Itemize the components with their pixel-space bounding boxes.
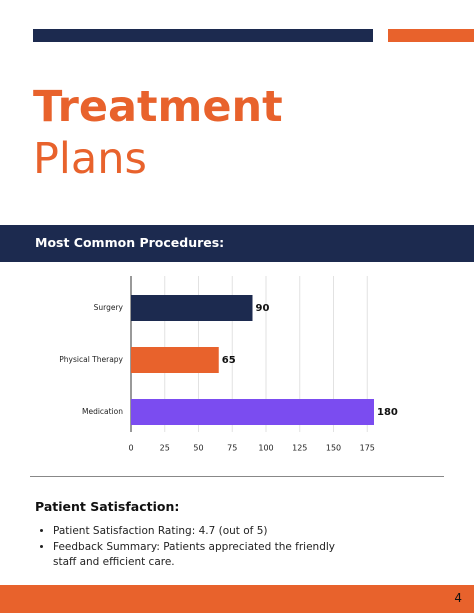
title-bold: Treatment [33,82,283,132]
value-label: 90 [256,303,270,314]
bullet: Patient Satisfaction Rating: 4.7 (out of… [53,524,353,540]
section-band: Most Common Procedures: [0,225,474,262]
x-tick-label: 25 [160,444,170,453]
bar [131,347,219,373]
chart: 0 25 50 75 100 125 150 175 Surgery 90 Physical The… [59,276,398,453]
section-title: Most Common Procedures: [35,235,225,250]
satisfaction-heading: Patient Satisfaction: [35,499,180,514]
divider [30,476,444,477]
footer-bar: 4 [0,585,474,613]
top-bar [33,29,373,42]
x-tick-label: 100 [258,444,273,453]
top-accent [388,29,474,42]
x-tick-label: 175 [360,444,375,453]
y-tick-label: Physical Therapy [59,355,123,364]
page-number: 4 [454,591,462,605]
x-tick-label: 75 [227,444,237,453]
bullet: Feedback Summary: Patients appreciated t… [53,540,353,571]
value-label: 180 [377,407,398,418]
x-tick-label: 0 [128,444,133,453]
x-tick-label: 125 [292,444,307,453]
x-tick-label: 50 [193,444,203,453]
bar [131,399,374,425]
title-light: Plans [33,134,147,184]
y-tick-label: Surgery [94,303,124,312]
y-tick-label: Medication [82,407,123,416]
x-tick-label: 150 [326,444,341,453]
bullet-list: Patient Satisfaction Rating: 4.7 (out of… [35,524,353,571]
bar [131,295,253,321]
value-label: 65 [222,355,236,366]
